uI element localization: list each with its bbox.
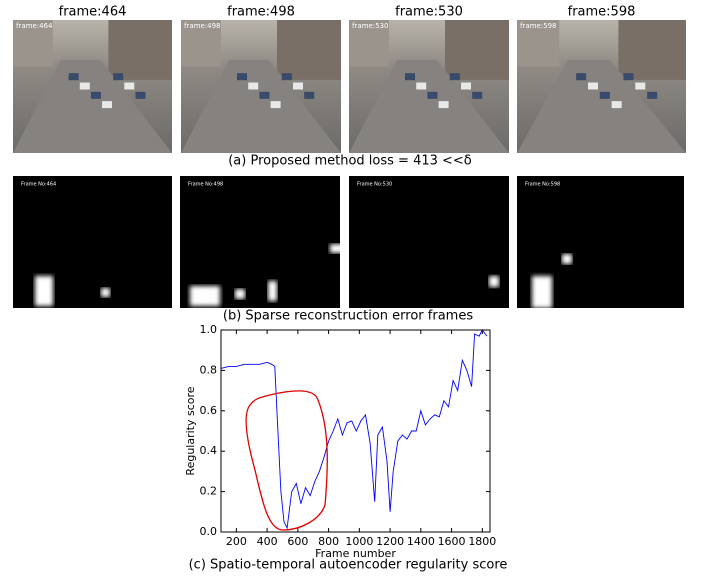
car bbox=[461, 82, 471, 90]
error-blob bbox=[532, 276, 552, 308]
car bbox=[623, 73, 634, 81]
road bbox=[349, 59, 509, 153]
road bbox=[517, 59, 686, 153]
frame-overlay: Frame No:498 bbox=[188, 182, 223, 188]
car bbox=[635, 82, 646, 90]
x-axis-label: Frame number bbox=[315, 547, 396, 560]
error-blob bbox=[35, 276, 53, 306]
x-tick-label: 200 bbox=[226, 535, 247, 548]
car bbox=[449, 73, 460, 81]
car bbox=[405, 73, 415, 81]
car bbox=[90, 91, 101, 99]
y-tick-label: 1.0 bbox=[200, 323, 218, 336]
x-tick-label: 400 bbox=[257, 535, 278, 548]
car bbox=[599, 91, 610, 99]
y-tick-label: 0.6 bbox=[200, 404, 218, 417]
y-tick-label: 0.4 bbox=[200, 444, 218, 457]
car bbox=[611, 101, 622, 109]
car bbox=[248, 82, 259, 90]
car bbox=[304, 91, 315, 99]
car bbox=[135, 91, 146, 99]
road bbox=[181, 59, 341, 153]
car bbox=[438, 101, 449, 109]
frame-overlay: frame:598 bbox=[520, 22, 556, 30]
car bbox=[79, 82, 90, 90]
x-tick-label: 800 bbox=[318, 535, 339, 548]
car bbox=[293, 82, 303, 90]
road bbox=[13, 59, 172, 153]
error-blob bbox=[330, 244, 350, 253]
frame-title: frame:464 bbox=[59, 5, 127, 20]
x-tick-label: 1200 bbox=[376, 535, 404, 548]
frame-title: frame:498 bbox=[227, 5, 295, 20]
y-tick-label: 0.0 bbox=[200, 525, 218, 538]
car bbox=[576, 73, 587, 81]
buildings bbox=[277, 20, 341, 80]
frame-overlay: Frame No:530 bbox=[357, 182, 392, 188]
frame-overlay: frame:530 bbox=[352, 22, 388, 30]
frame-title: frame:598 bbox=[568, 5, 636, 20]
highlight-loop bbox=[245, 390, 328, 531]
car bbox=[270, 101, 281, 109]
frame-overlay: Frame No:598 bbox=[525, 182, 560, 188]
error-blob bbox=[489, 276, 499, 287]
car bbox=[259, 91, 270, 99]
frame-overlay: Frame No:464 bbox=[21, 182, 56, 188]
car bbox=[237, 73, 247, 81]
buildings bbox=[445, 20, 509, 80]
frame-title: frame:530 bbox=[395, 5, 463, 20]
frame-overlay: frame:464 bbox=[16, 22, 53, 30]
x-tick-label: 1600 bbox=[438, 535, 466, 548]
car bbox=[416, 82, 427, 90]
car bbox=[102, 101, 113, 109]
caption: (a) Proposed method loss = 413 <<δ bbox=[228, 154, 472, 169]
frame-overlay: frame:498 bbox=[184, 22, 220, 30]
car bbox=[124, 82, 135, 90]
x-tick-label: 1400 bbox=[407, 535, 435, 548]
car bbox=[472, 91, 483, 99]
x-tick-label: 1000 bbox=[345, 535, 373, 548]
buildings bbox=[181, 20, 221, 67]
y-tick-label: 0.8 bbox=[200, 363, 218, 376]
y-axis-label: Regularity score bbox=[184, 386, 197, 475]
buildings bbox=[349, 20, 389, 67]
caption: (b) Sparse reconstruction error frames bbox=[223, 309, 473, 324]
buildings bbox=[618, 20, 686, 80]
x-tick-label: 1800 bbox=[468, 535, 496, 548]
caption: (c) Spatio-temporal autoencoder regulari… bbox=[189, 558, 508, 573]
car bbox=[587, 82, 598, 90]
regularity-line bbox=[220, 329, 488, 530]
error-blob bbox=[268, 281, 277, 301]
error-blob bbox=[235, 289, 245, 299]
error-blob bbox=[101, 288, 110, 297]
car bbox=[427, 91, 438, 99]
car bbox=[647, 91, 658, 99]
y-tick-label: 0.2 bbox=[200, 485, 218, 498]
car bbox=[113, 73, 124, 81]
error-blob bbox=[190, 286, 220, 306]
plot-frame bbox=[220, 329, 491, 533]
car bbox=[68, 73, 79, 81]
car bbox=[281, 73, 292, 81]
x-tick-label: 600 bbox=[287, 535, 308, 548]
error-frame bbox=[349, 176, 509, 308]
error-blob bbox=[562, 254, 572, 264]
buildings bbox=[13, 20, 53, 67]
buildings bbox=[108, 20, 172, 80]
buildings bbox=[517, 20, 560, 67]
